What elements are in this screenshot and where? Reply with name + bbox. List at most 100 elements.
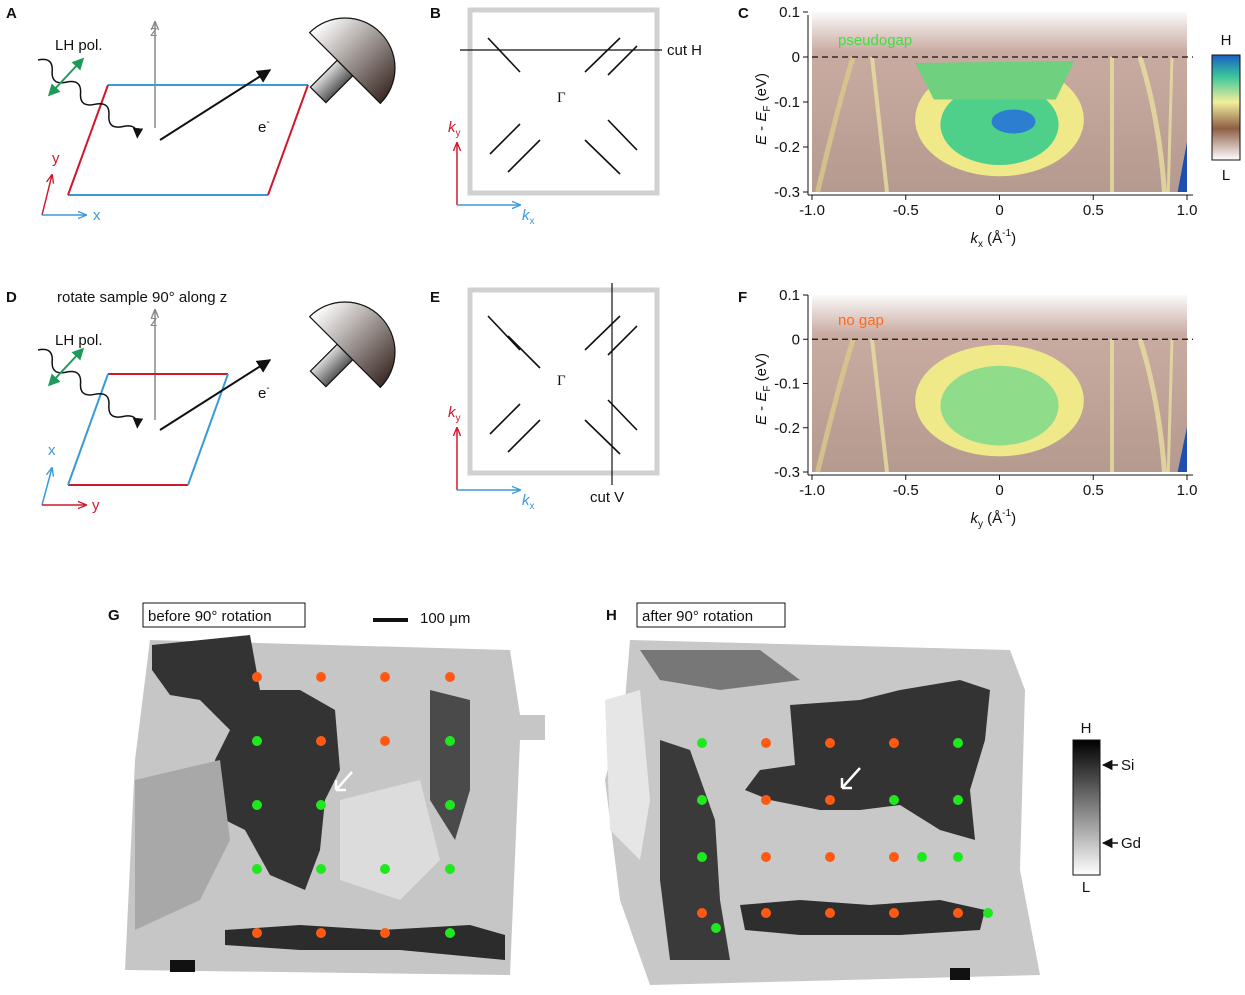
sample-point xyxy=(953,852,963,862)
annotation: no gap xyxy=(838,312,884,329)
x-tick-label: 1.0 xyxy=(1177,482,1198,499)
x-tick-label: 0 xyxy=(995,482,1003,499)
y-tick-label: -0.2 xyxy=(774,420,800,437)
colorbar-low: L xyxy=(1222,167,1230,184)
blob xyxy=(940,366,1058,446)
sample-point xyxy=(697,852,707,862)
sample-point xyxy=(252,800,262,810)
y-axis xyxy=(42,175,52,215)
panel-letter: C xyxy=(738,5,749,22)
y-tick-label: 0.1 xyxy=(779,287,800,304)
sample-point xyxy=(252,928,262,938)
panel-e: E cut V Γ ky kx xyxy=(430,283,657,512)
gamma-label: Γ xyxy=(557,90,566,106)
colorbar-high: H xyxy=(1081,720,1092,737)
sample-point xyxy=(316,672,326,682)
gd-label: Gd xyxy=(1121,835,1141,852)
y-axis-label: E - EF (eV) xyxy=(753,353,773,425)
sample-point xyxy=(445,928,455,938)
sample-point xyxy=(445,736,455,746)
sample-point xyxy=(380,864,390,874)
panel-label: after 90° rotation xyxy=(642,608,753,625)
y-tick-label: 0 xyxy=(792,331,800,348)
label-part: (eV) xyxy=(753,353,770,386)
sample-point xyxy=(252,864,262,874)
electron-label: e- xyxy=(258,117,270,136)
electron-symbol: e xyxy=(258,119,266,136)
figure: A LH pol. z e- y x D rotate sample 90° a… xyxy=(0,0,1245,995)
k-subscript: y xyxy=(456,128,461,139)
y-axis-label: E - EF (eV) xyxy=(753,73,773,145)
x-tick-label: 0.5 xyxy=(1083,482,1104,499)
sample-point xyxy=(316,928,326,938)
electron-label: e- xyxy=(258,383,270,402)
sample-point xyxy=(445,800,455,810)
colorbar-low: L xyxy=(1082,879,1090,896)
sample-edge xyxy=(68,374,108,485)
label-part: (Å xyxy=(983,510,1002,527)
ky-label: ky xyxy=(448,404,461,424)
panel-letter: H xyxy=(606,607,617,624)
z-label: z xyxy=(150,23,158,40)
electron-charge: - xyxy=(266,117,269,128)
panel-a: A LH pol. z e- y x xyxy=(6,0,416,224)
label-part: ) xyxy=(1011,230,1016,247)
sample-point xyxy=(825,852,835,862)
sample-edge xyxy=(68,85,108,195)
z-label: z xyxy=(150,313,158,330)
colorbar xyxy=(1212,55,1240,160)
sample-point xyxy=(697,795,707,805)
sample-point xyxy=(445,672,455,682)
scale-label: 100 μm xyxy=(420,610,470,627)
panel-letter: B xyxy=(430,5,441,22)
micrograph xyxy=(605,640,1040,985)
sample-point xyxy=(697,908,707,918)
detector xyxy=(283,0,416,130)
y-tick-label: -0.3 xyxy=(774,184,800,201)
sample-point xyxy=(445,864,455,874)
colorbar xyxy=(1073,740,1100,875)
kx-label: kx xyxy=(522,207,535,227)
panel-label: before 90° rotation xyxy=(148,608,272,625)
sample-point xyxy=(825,738,835,748)
k-subscript: x xyxy=(530,216,535,227)
cut-label: cut H xyxy=(667,42,702,59)
electron-path xyxy=(160,70,270,140)
y-tick-label: -0.1 xyxy=(774,376,800,393)
x-tick-label: -0.5 xyxy=(893,202,919,219)
label-part: (eV) xyxy=(753,73,770,106)
blob xyxy=(915,61,1074,100)
rotation-note: rotate sample 90° along z xyxy=(57,289,227,306)
x-label: x xyxy=(48,442,56,459)
x-label: x xyxy=(93,207,101,224)
y-tick-label: 0 xyxy=(792,49,800,66)
label-part: ) xyxy=(1011,510,1016,527)
panel-h: H after 90° rotation H L Si Gd xyxy=(605,603,1141,985)
sample-point xyxy=(380,672,390,682)
annotation: pseudogap xyxy=(838,32,912,49)
polarization-label: LH pol. xyxy=(55,37,103,54)
x-axis-label: ky (Å-1) xyxy=(971,508,1017,530)
sample-point xyxy=(825,908,835,918)
polarization-arrow xyxy=(52,352,80,382)
sample-point xyxy=(252,736,262,746)
sample-point xyxy=(953,795,963,805)
x-tick-label: 0.5 xyxy=(1083,202,1104,219)
photon xyxy=(34,55,141,142)
kx-label: kx xyxy=(522,492,535,512)
fermi-arcs xyxy=(488,38,637,174)
panel-letter: F xyxy=(738,289,747,306)
gamma-label: Γ xyxy=(557,373,566,389)
sample-point xyxy=(316,736,326,746)
micrograph xyxy=(125,635,545,975)
sample-point xyxy=(889,738,899,748)
panel-d: D rotate sample 90° along z LH pol. z e-… xyxy=(6,281,416,514)
sample-point xyxy=(983,908,993,918)
polarization-label: LH pol. xyxy=(55,332,103,349)
ky-label: ky xyxy=(448,119,461,139)
label-part: - xyxy=(753,402,770,415)
sample-point xyxy=(316,864,326,874)
sample-point xyxy=(761,738,771,748)
y-label: y xyxy=(92,497,100,514)
sample-point xyxy=(697,738,707,748)
